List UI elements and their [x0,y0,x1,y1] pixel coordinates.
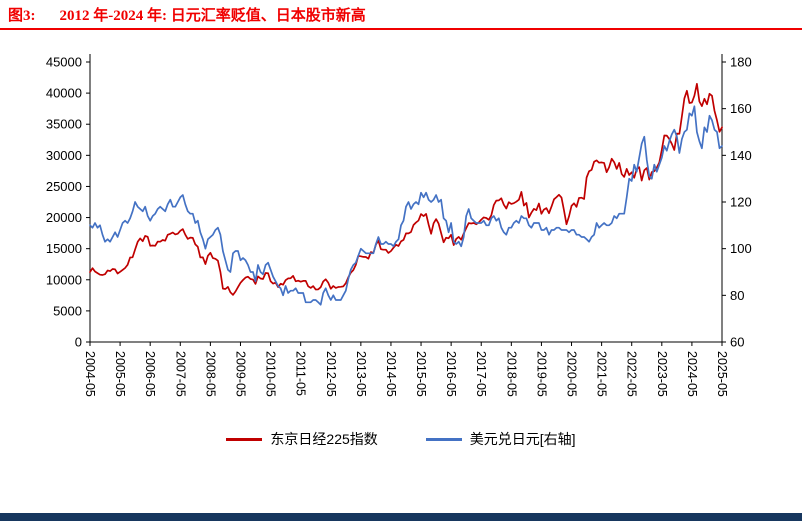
svg-text:2024-05: 2024-05 [685,351,699,397]
svg-text:40000: 40000 [46,86,82,101]
header-divider [0,28,802,30]
svg-text:160: 160 [730,101,752,116]
svg-text:180: 180 [730,55,752,70]
svg-text:2011-05: 2011-05 [294,351,308,396]
legend-item-usdjpy: 美元兑日元[右轴] [425,429,576,449]
svg-text:2014-05: 2014-05 [384,351,398,397]
svg-text:2008-05: 2008-05 [203,351,217,397]
svg-text:2017-05: 2017-05 [474,351,488,397]
legend-item-nikkei225: 东京日经225指数 [226,429,378,449]
figure-header: 图3: 2012 年-2024 年: 日元汇率贬值、日本股市新高 [0,0,802,28]
svg-text:2020-05: 2020-05 [565,351,579,397]
svg-text:2025-05: 2025-05 [715,351,729,397]
svg-text:2018-05: 2018-05 [504,351,518,397]
svg-text:30000: 30000 [46,148,82,163]
svg-text:2019-05: 2019-05 [534,351,548,397]
svg-text:25000: 25000 [46,179,82,194]
svg-text:2006-05: 2006-05 [143,351,157,397]
svg-text:15000: 15000 [46,241,82,256]
svg-text:2015-05: 2015-05 [414,351,428,397]
figure-label: 图3: [8,8,36,24]
dual-axis-line-chart: 0 5000 10000 15000 20000 25000 30000 35000 40000… [46,54,752,397]
svg-text:0: 0 [75,335,82,350]
svg-text:80: 80 [730,288,744,303]
chart-legend: 东京日经225指数 美元兑日元[右轴] [0,429,802,449]
svg-text:5000: 5000 [53,303,82,318]
legend-label-nikkei225: 东京日经225指数 [270,431,378,447]
svg-text:35000: 35000 [46,117,82,132]
svg-text:10000: 10000 [46,272,82,287]
svg-text:60: 60 [730,335,744,350]
red-line-marker-icon [226,437,263,441]
svg-text:2007-05: 2007-05 [173,351,187,397]
svg-text:140: 140 [730,148,752,163]
svg-text:2009-05: 2009-05 [233,351,247,397]
svg-text:2023-05: 2023-05 [655,351,669,397]
svg-text:2013-05: 2013-05 [354,351,368,397]
svg-text:45000: 45000 [46,55,82,70]
svg-text:2010-05: 2010-05 [264,351,278,397]
svg-text:120: 120 [730,195,752,210]
svg-text:100: 100 [730,241,752,256]
svg-text:2004-05: 2004-05 [83,351,97,397]
svg-text:2022-05: 2022-05 [625,351,639,397]
svg-text:20000: 20000 [46,210,82,225]
svg-text:2005-05: 2005-05 [113,351,127,397]
legend-label-usdjpy: 美元兑日元[右轴] [469,431,576,447]
footer-bar [0,513,802,521]
chart-area: 0 5000 10000 15000 20000 25000 30000 35000 40000… [0,34,802,425]
svg-text:2012-05: 2012-05 [324,351,338,397]
svg-text:2016-05: 2016-05 [444,351,458,397]
figure-title: 2012 年-2024 年: 日元汇率贬值、日本股市新高 [59,8,366,24]
blue-line-marker-icon [425,437,462,441]
svg-text:2021-05: 2021-05 [595,351,609,397]
